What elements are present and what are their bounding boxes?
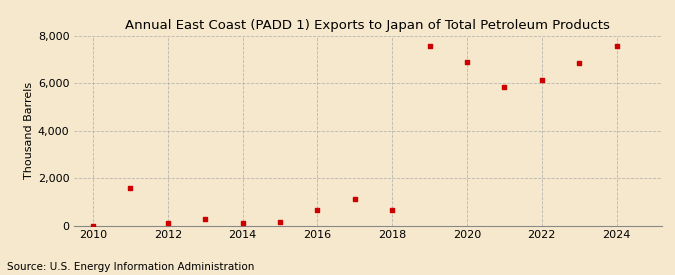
Point [612, 44, 622, 48]
Point [424, 43, 435, 48]
Point [574, 61, 585, 65]
Point [462, 60, 472, 65]
Point [387, 208, 398, 212]
Point [88, 223, 99, 228]
Point [163, 221, 173, 225]
Y-axis label: Thousand Barrels: Thousand Barrels [24, 82, 34, 179]
Point [275, 220, 286, 225]
Point [499, 85, 510, 89]
Point [537, 78, 547, 82]
Point [237, 221, 248, 225]
Point [125, 186, 136, 191]
Title: Annual East Coast (PADD 1) Exports to Japan of Total Petroleum Products: Annual East Coast (PADD 1) Exports to Ja… [126, 19, 610, 32]
Point [200, 217, 211, 221]
Text: Source: U.S. Energy Information Administration: Source: U.S. Energy Information Administ… [7, 262, 254, 272]
Point [350, 197, 360, 201]
Point [312, 207, 323, 212]
